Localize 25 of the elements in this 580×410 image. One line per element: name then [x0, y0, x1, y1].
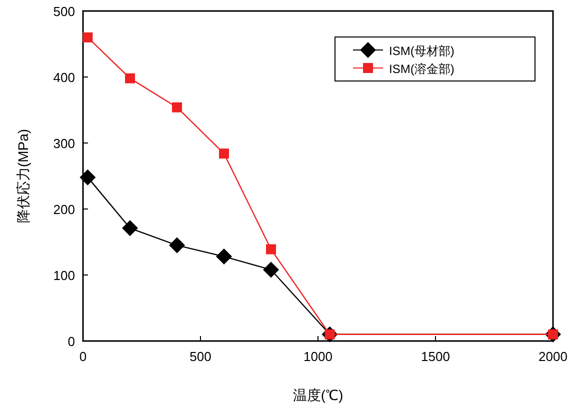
point: [82, 32, 93, 42]
point: [219, 148, 229, 159]
y-tick-label: 0: [68, 334, 75, 349]
x-tick-label: 0: [79, 349, 87, 364]
point: [263, 262, 279, 278]
point: [266, 244, 276, 254]
point: [122, 220, 138, 236]
y-axis-title: 降伏応力(MPa): [15, 128, 31, 224]
point: [125, 73, 135, 84]
x-tick-label: 1500: [421, 349, 450, 364]
y-tick-label: 500: [53, 4, 75, 19]
legend-label: ISM(溶金部): [389, 62, 454, 76]
y-tick-label: 200: [53, 202, 75, 217]
point: [169, 237, 185, 254]
point: [216, 248, 232, 265]
x-axis-title: 温度(℃): [292, 387, 344, 403]
y-tick-label: 400: [53, 70, 75, 85]
y-tick-label: 100: [53, 268, 75, 283]
x-tick-label: 1000: [304, 349, 332, 364]
x-tick-label: 500: [190, 349, 212, 364]
point: [80, 169, 96, 186]
legend-label: ISM(母材部): [389, 44, 454, 58]
y-tick-label: 300: [53, 136, 75, 151]
point: [172, 102, 182, 112]
x-tick-label: 2000: [538, 349, 568, 364]
